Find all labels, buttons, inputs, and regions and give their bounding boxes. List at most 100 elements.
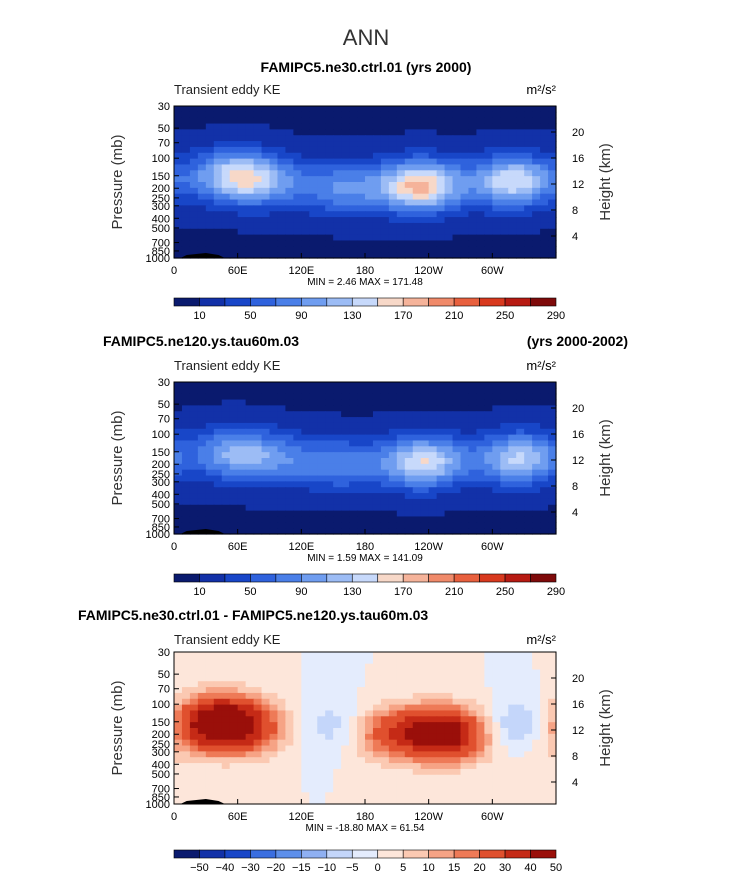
contour-cell [349, 722, 358, 729]
contour-cell [213, 745, 223, 752]
contour-cell [189, 452, 199, 459]
contour-cell [476, 675, 485, 682]
contour-cell [420, 382, 430, 389]
contour-cell [325, 222, 334, 230]
contour-cell [205, 716, 215, 723]
contour-cell [468, 252, 478, 259]
contour-cell [540, 176, 549, 183]
contour-cell [197, 652, 207, 659]
contour-cell [341, 516, 350, 523]
contour-cell [460, 463, 470, 471]
contour-cell [452, 692, 462, 700]
contour-cell [500, 452, 509, 459]
contour-cell [436, 205, 446, 212]
contour-cell [333, 763, 342, 770]
contour-cell [452, 217, 462, 224]
contour-cell [181, 716, 191, 723]
contour-cell [341, 757, 350, 764]
contour-cell [484, 739, 493, 747]
contour-cell [357, 698, 366, 706]
contour-cell [444, 510, 454, 518]
contour-cell [325, 158, 334, 166]
y-tick-label: 150 [152, 717, 170, 729]
contour-cell [412, 516, 422, 523]
contour-cell [333, 716, 342, 723]
contour-cell [174, 106, 183, 113]
contour-cell [412, 663, 422, 671]
contour-cell [277, 446, 287, 453]
contour-cell [380, 757, 390, 764]
contour-cell [213, 446, 223, 453]
contour-cell [269, 681, 279, 688]
contour-cell [412, 675, 422, 682]
contour-cell [365, 422, 374, 430]
contour-cell [253, 117, 263, 125]
contour-cell [189, 716, 199, 723]
contour-cell [444, 652, 454, 659]
contour-cell [460, 763, 470, 770]
contour-cell [197, 446, 207, 453]
contour-cell [325, 516, 334, 523]
contour-cell [548, 757, 557, 764]
contour-cell [540, 193, 549, 201]
contour-cell [500, 111, 509, 119]
contour-cell [229, 234, 239, 242]
contour-cell [341, 716, 350, 723]
contour-cell [269, 728, 279, 735]
contour-cell [388, 446, 398, 453]
contour-cell [197, 458, 207, 465]
contour-cell [341, 117, 350, 125]
contour-cell [309, 669, 318, 676]
contour-cell [365, 182, 374, 189]
contour-cell [428, 211, 438, 218]
contour-cell [357, 211, 366, 218]
contour-cell [436, 733, 446, 741]
contour-cell [309, 692, 318, 700]
contour-cell [237, 504, 247, 512]
contour-cell [492, 786, 501, 793]
contour-cell [524, 493, 533, 500]
contour-cell [404, 411, 414, 418]
contour-cell [404, 146, 414, 154]
contour-cell [468, 763, 478, 770]
contour-cell [532, 698, 541, 706]
contour-cell [229, 663, 239, 671]
contour-cell [516, 182, 525, 189]
contour-cell [229, 129, 239, 136]
x-tick-label: 60W [481, 541, 504, 553]
contour-cell [245, 123, 255, 130]
y-tick-label: 500 [152, 223, 170, 235]
contour-cell [269, 217, 279, 224]
contour-cell [269, 446, 279, 453]
contour-cell [516, 792, 525, 799]
contour-cell [325, 382, 334, 389]
contour-cell [436, 211, 446, 218]
contour-cell [237, 516, 247, 523]
contour-cell [357, 440, 366, 447]
contour-cell [309, 774, 318, 782]
contour-cell [540, 205, 549, 212]
contour-cell [476, 382, 485, 389]
contour-cell [197, 681, 207, 688]
contour-cell [420, 481, 430, 488]
contour-cell [301, 240, 310, 247]
contour-cell [460, 675, 470, 682]
contour-cell [540, 710, 549, 717]
contour-cell [388, 675, 398, 682]
contour-cell [532, 217, 541, 224]
contour-cell [269, 382, 279, 389]
contour-cell [253, 164, 263, 171]
contour-cell [213, 757, 223, 764]
contour-cell [181, 745, 191, 752]
contour-cell [261, 487, 271, 494]
contour-cell [269, 106, 279, 113]
contour-cell [492, 792, 501, 799]
contour-cell [325, 681, 334, 688]
contour-cell [484, 692, 493, 700]
contour-cell [174, 728, 183, 735]
contour-cell [532, 722, 541, 729]
contour-cell [237, 399, 247, 406]
contour-cell [484, 522, 493, 529]
contour-cell [404, 106, 414, 113]
contour-cell [460, 698, 470, 706]
